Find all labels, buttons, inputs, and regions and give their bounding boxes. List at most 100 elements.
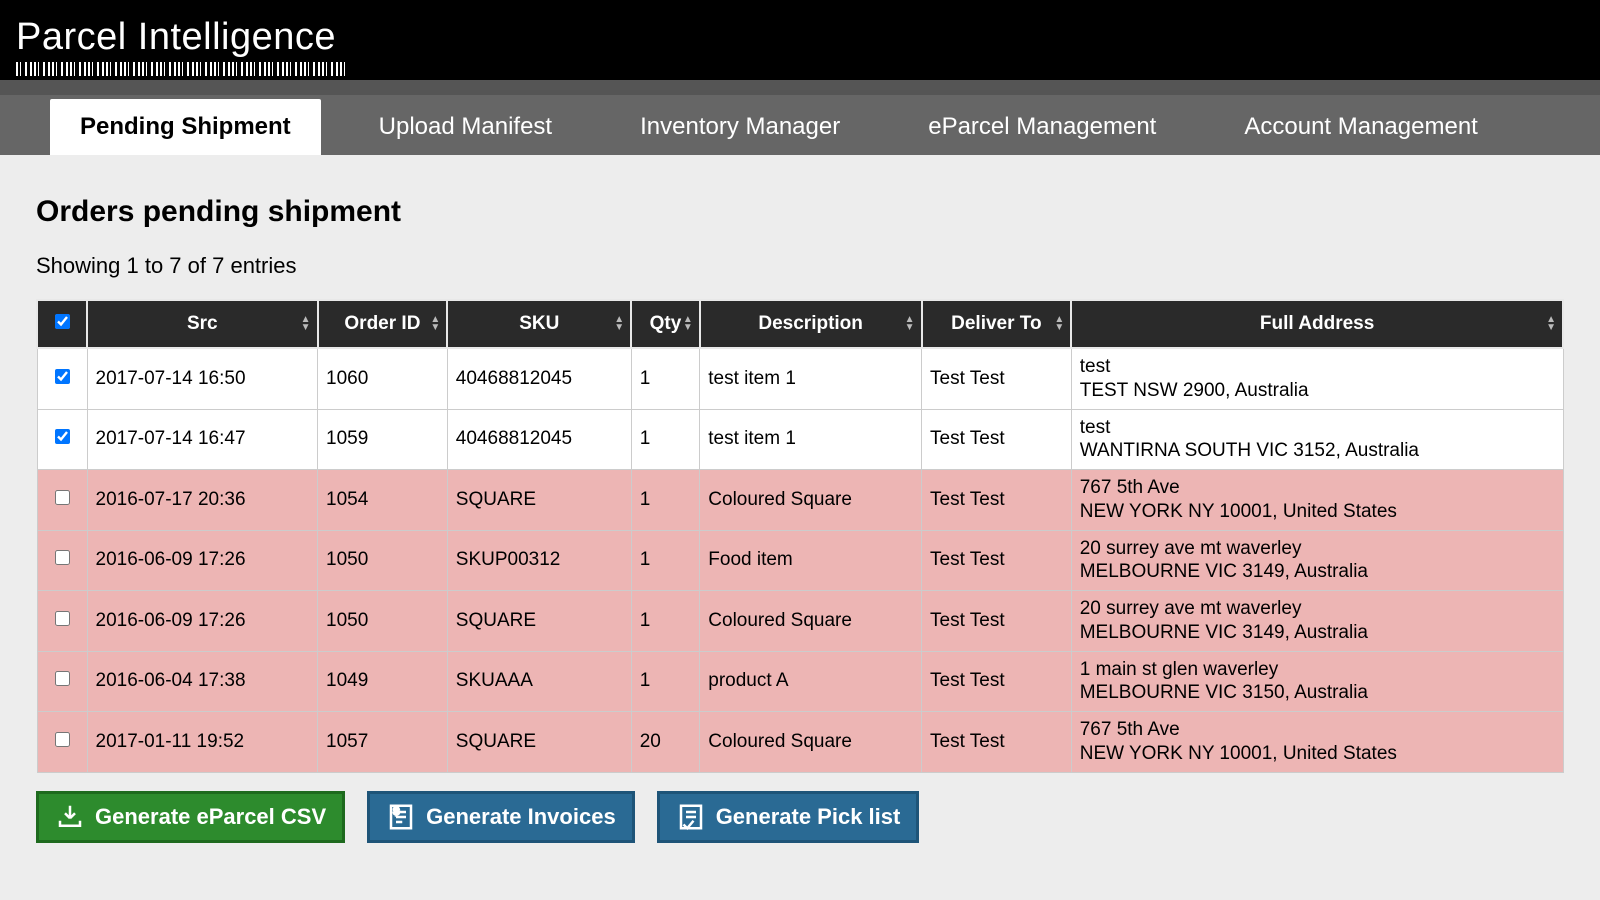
generate-picklist-button[interactable]: Generate Pick list (657, 791, 920, 843)
table-row: 2016-06-09 17:261050SQUARE1Coloured Squa… (37, 591, 1563, 652)
column-label: Src (187, 313, 218, 334)
tab-account-management[interactable]: Account Management (1214, 99, 1507, 155)
cell-deliver-to: Test Test (922, 470, 1072, 531)
row-select-cell (37, 591, 87, 652)
sort-icon: ▲▼ (683, 316, 693, 332)
cell-deliver-to: Test Test (922, 651, 1072, 712)
cell-qty: 1 (631, 348, 700, 409)
row-select-checkbox[interactable] (55, 490, 70, 505)
cell-sku: 40468812045 (447, 409, 631, 470)
address-line-2: TEST NSW 2900, Australia (1080, 379, 1555, 403)
button-label: Generate Pick list (716, 804, 901, 830)
row-select-cell (37, 712, 87, 773)
column-label: Description (758, 313, 863, 334)
cell-deliver-to: Test Test (922, 530, 1072, 591)
header-divider (0, 80, 1600, 95)
page-title: Orders pending shipment (36, 195, 1564, 229)
picklist-icon (676, 802, 706, 832)
generate-invoices-button[interactable]: $ Generate Invoices (367, 791, 635, 843)
app-header: Parcel Intelligence (0, 0, 1600, 80)
address-line-2: MELBOURNE VIC 3150, Australia (1080, 681, 1555, 705)
cell-full-address: testWANTIRNA SOUTH VIC 3152, Australia (1071, 409, 1563, 470)
cell-order-id: 1049 (318, 651, 448, 712)
sort-icon: ▲▼ (430, 316, 440, 332)
button-label: Generate eParcel CSV (95, 804, 326, 830)
column-header-sku[interactable]: SKU▲▼ (447, 300, 631, 348)
cell-full-address: 767 5th AveNEW YORK NY 10001, United Sta… (1071, 712, 1563, 773)
column-header-qty[interactable]: Qty▲▼ (631, 300, 700, 348)
column-header-order-id[interactable]: Order ID▲▼ (318, 300, 448, 348)
address-line-1: 1 main st glen waverley (1080, 658, 1555, 682)
tab-eparcel-management[interactable]: eParcel Management (898, 99, 1186, 155)
row-select-checkbox[interactable] (55, 369, 70, 384)
column-label: SKU (519, 313, 559, 334)
cell-order-id: 1059 (318, 409, 448, 470)
brand-name: Parcel Intelligence (16, 18, 1584, 56)
select-all-checkbox[interactable] (55, 314, 70, 329)
tab-upload-manifest[interactable]: Upload Manifest (349, 99, 582, 155)
cell-deliver-to: Test Test (922, 348, 1072, 409)
cell-order-id: 1050 (318, 530, 448, 591)
address-line-1: 767 5th Ave (1080, 718, 1555, 742)
cell-src: 2017-01-11 19:52 (87, 712, 318, 773)
table-row: 2017-01-11 19:521057SQUARE20Coloured Squ… (37, 712, 1563, 773)
row-select-checkbox[interactable] (55, 732, 70, 747)
row-select-checkbox[interactable] (55, 671, 70, 686)
cell-sku: 40468812045 (447, 348, 631, 409)
tab-pending-shipment[interactable]: Pending Shipment (50, 99, 321, 155)
main-tabs: Pending Shipment Upload Manifest Inventory… (0, 95, 1600, 155)
cell-sku: SQUARE (447, 470, 631, 531)
cell-deliver-to: Test Test (922, 409, 1072, 470)
cell-full-address: testTEST NSW 2900, Australia (1071, 348, 1563, 409)
cell-full-address: 20 surrey ave mt waverleyMELBOURNE VIC 3… (1071, 530, 1563, 591)
address-line-1: test (1080, 416, 1555, 440)
main-content: Orders pending shipment Showing 1 to 7 o… (0, 155, 1600, 863)
cell-description: Food item (700, 530, 922, 591)
tab-inventory-manager[interactable]: Inventory Manager (610, 99, 870, 155)
cell-description: product A (700, 651, 922, 712)
address-line-1: 20 surrey ave mt waverley (1080, 597, 1555, 621)
column-header-deliver-to[interactable]: Deliver To▲▼ (922, 300, 1072, 348)
cell-qty: 1 (631, 651, 700, 712)
cell-qty: 1 (631, 591, 700, 652)
column-header-src[interactable]: Src ▲▼ (87, 300, 318, 348)
column-header-description[interactable]: Description ▲▼ (700, 300, 922, 348)
cell-src: 2016-07-17 20:36 (87, 470, 318, 531)
column-label: Deliver To (951, 313, 1041, 334)
cell-order-id: 1054 (318, 470, 448, 531)
table-row: 2016-06-04 17:381049SKUAAA1product ATest… (37, 651, 1563, 712)
row-select-cell (37, 530, 87, 591)
row-select-checkbox[interactable] (55, 429, 70, 444)
row-select-checkbox[interactable] (55, 611, 70, 626)
row-select-checkbox[interactable] (55, 550, 70, 565)
column-label: Qty (650, 313, 682, 334)
cell-qty: 1 (631, 530, 700, 591)
cell-deliver-to: Test Test (922, 712, 1072, 773)
cell-full-address: 1 main st glen waverleyMELBOURNE VIC 315… (1071, 651, 1563, 712)
generate-eparcel-csv-button[interactable]: Generate eParcel CSV (36, 791, 345, 843)
address-line-1: test (1080, 355, 1555, 379)
sort-icon: ▲▼ (905, 316, 915, 332)
cell-sku: SQUARE (447, 591, 631, 652)
address-line-2: WANTIRNA SOUTH VIC 3152, Australia (1080, 439, 1555, 463)
cell-description: test item 1 (700, 409, 922, 470)
address-line-2: NEW YORK NY 10001, United States (1080, 500, 1555, 524)
address-line-2: MELBOURNE VIC 3149, Australia (1080, 621, 1555, 645)
orders-table: Src▲▼Order ID▲▼SKU▲▼Qty▲▼Description▲▼De… (36, 299, 1564, 773)
cell-order-id: 1057 (318, 712, 448, 773)
cell-src: 2016-06-09 17:26 (87, 591, 318, 652)
cell-qty: 20 (631, 712, 700, 773)
row-select-cell (37, 470, 87, 531)
cell-order-id: 1060 (318, 348, 448, 409)
sort-icon: ▲▼ (301, 316, 311, 332)
column-header-select-all[interactable] (37, 300, 87, 348)
cell-src: 2016-06-04 17:38 (87, 651, 318, 712)
column-header-full-address[interactable]: Full Address▲▼ (1071, 300, 1563, 348)
row-select-cell (37, 409, 87, 470)
column-label: Full Address (1260, 313, 1374, 334)
cell-order-id: 1050 (318, 591, 448, 652)
cell-sku: SQUARE (447, 712, 631, 773)
cell-full-address: 767 5th AveNEW YORK NY 10001, United Sta… (1071, 470, 1563, 531)
entries-summary: Showing 1 to 7 of 7 entries (36, 253, 1564, 279)
brand-barcode-graphic (16, 62, 346, 76)
